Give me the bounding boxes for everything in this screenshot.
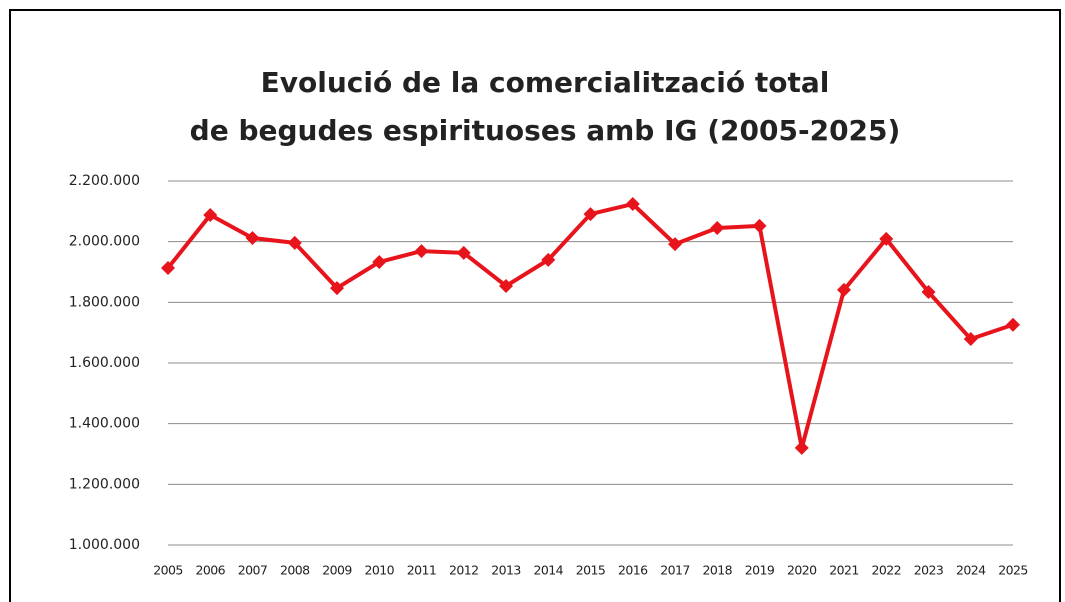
- x-tick-label: 2025: [998, 563, 1027, 578]
- point-marker: [837, 282, 851, 297]
- point-marker: [203, 207, 218, 222]
- x-tick-label: 2024: [956, 563, 986, 578]
- point-marker: [456, 245, 471, 260]
- point-marker: [710, 221, 725, 236]
- x-tick-label: 2022: [872, 563, 901, 578]
- point-marker: [583, 207, 598, 222]
- point-marker: [879, 231, 894, 246]
- point-marker: [1006, 317, 1020, 332]
- y-tick-label: 1.200.000: [69, 476, 140, 492]
- x-tick-label: 2019: [745, 563, 775, 578]
- x-tick-label: 2010: [365, 563, 395, 578]
- point-marker: [161, 261, 175, 276]
- x-tick-label: 2021: [829, 563, 858, 578]
- x-tick-label: 2016: [618, 563, 648, 578]
- chart-title: de begudes espirituoses amb IG (2005-202…: [190, 114, 901, 147]
- x-tick-label: 2014: [534, 563, 564, 578]
- point-marker: [245, 231, 260, 246]
- point-marker: [752, 218, 767, 233]
- chart-frame: [9, 9, 1061, 602]
- x-tick-label: 2008: [280, 563, 310, 578]
- y-tick-label: 2.200.000: [69, 173, 140, 189]
- point-marker: [794, 440, 809, 455]
- x-tick-label: 2009: [322, 563, 352, 578]
- x-tick-label: 2013: [491, 563, 520, 578]
- point-marker: [287, 235, 302, 250]
- point-marker: [414, 244, 429, 259]
- point-marker: [372, 254, 387, 269]
- x-tick-label: 2020: [787, 563, 817, 578]
- chart-title: Evolució de la comercialització total: [261, 66, 830, 99]
- point-marker: [921, 285, 936, 300]
- point-marker: [625, 197, 640, 212]
- x-tick-label: 2011: [407, 563, 436, 578]
- point-marker: [668, 237, 682, 252]
- point-marker: [963, 332, 978, 347]
- x-tick-label: 2018: [703, 563, 733, 578]
- x-tick-label: 2017: [660, 563, 689, 578]
- point-marker: [541, 252, 556, 267]
- y-tick-label: 1.800.000: [69, 294, 140, 310]
- y-tick-label: 2.000.000: [69, 234, 140, 250]
- x-tick-label: 2012: [449, 563, 478, 578]
- x-tick-label: 2007: [238, 563, 267, 578]
- point-marker: [499, 278, 513, 293]
- y-tick-label: 1.000.000: [69, 537, 140, 553]
- point-marker: [330, 281, 344, 296]
- x-tick-label: 2023: [914, 563, 943, 578]
- y-tick-label: 1.400.000: [69, 416, 140, 432]
- y-tick-label: 1.600.000: [69, 355, 140, 371]
- x-tick-label: 2006: [196, 563, 226, 578]
- x-tick-label: 2015: [576, 563, 605, 578]
- x-tick-label: 2005: [153, 563, 182, 578]
